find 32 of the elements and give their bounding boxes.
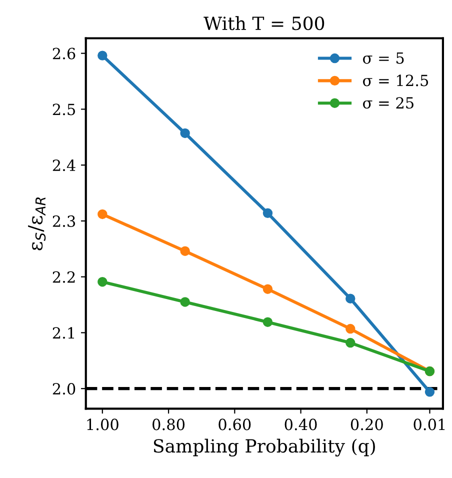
x-tick-label: 0.20 — [350, 418, 383, 430]
chart-title: With T = 500 — [204, 16, 324, 30]
x-tick-label: 0.60 — [218, 418, 251, 430]
x-tick-label: 0.01 — [414, 418, 445, 430]
point — [180, 128, 190, 138]
point — [98, 50, 108, 60]
x-tick-label: 0.40 — [284, 418, 317, 430]
y-tick-label: 2.6 — [52, 48, 76, 60]
point — [98, 276, 108, 287]
point — [346, 324, 356, 334]
point — [262, 208, 273, 218]
y-tick-label: 2.3 — [52, 215, 76, 227]
y-tick-label: 2.4 — [52, 160, 76, 172]
point — [180, 246, 190, 256]
legend-label: σ = 5 — [363, 52, 404, 64]
y-axis-title: ε$_{S}$/ε$_{AR}$ — [28, 198, 46, 250]
point — [180, 297, 190, 307]
y-tick-label: 2.5 — [52, 104, 75, 116]
point — [424, 387, 435, 397]
x-tick-label: 0.80 — [152, 418, 185, 430]
x-axis-title: Sampling Probability (q) — [154, 438, 375, 456]
x-tick-label: 1.00 — [87, 418, 118, 430]
y-tick-label: 2.1 — [52, 327, 74, 339]
point — [98, 209, 108, 220]
legend-label: σ = 12.5 — [363, 74, 428, 86]
y-tick-label: 2.2 — [52, 271, 75, 283]
point — [262, 284, 273, 294]
y-tick-label: 2.0 — [52, 383, 76, 395]
point — [346, 294, 356, 304]
point — [262, 317, 273, 327]
legend-label: σ = 25 — [363, 97, 414, 109]
point — [346, 338, 356, 348]
